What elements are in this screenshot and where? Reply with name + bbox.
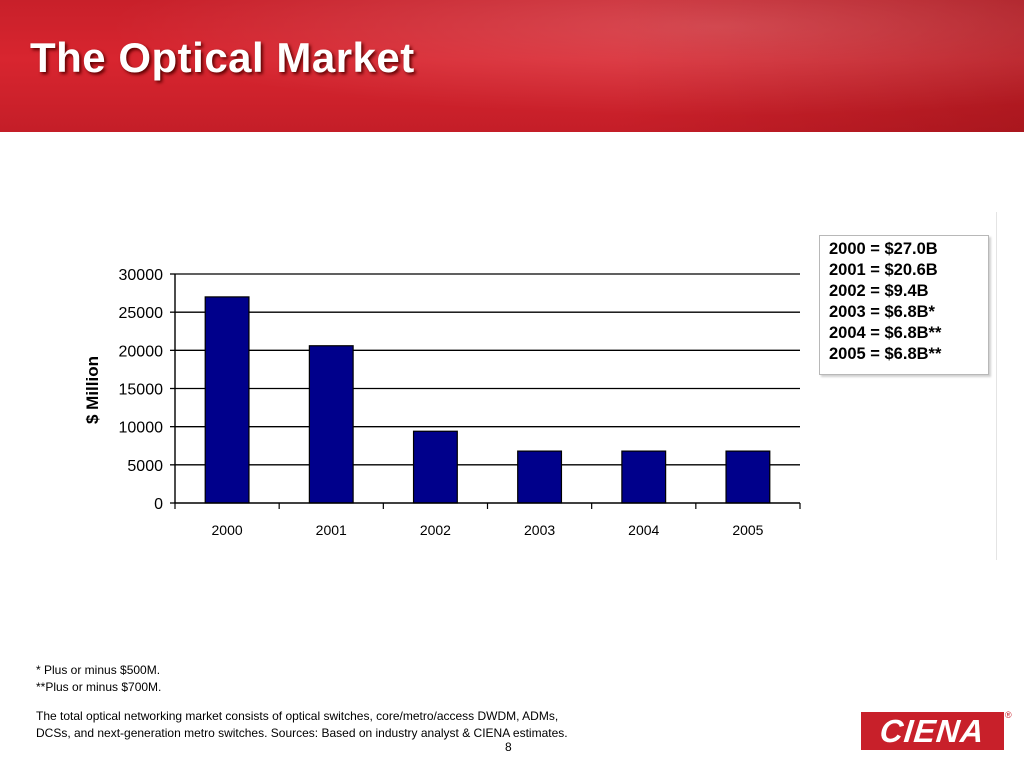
footnotes: * Plus or minus $500M. **Plus or minus $…	[36, 662, 656, 742]
legend-entry-2001: 2001 = $20.6B	[829, 261, 938, 279]
y-axis-label: $ Million	[83, 356, 102, 424]
legend-entry-2005: 2005 = $6.8B**	[829, 345, 942, 363]
y-tick-label: 25000	[119, 305, 164, 322]
y-tick-label: 30000	[119, 267, 164, 284]
y-tick-label: 5000	[127, 458, 163, 475]
footnote-2: **Plus or minus $700M.	[36, 680, 162, 694]
header-banner: The Optical Market	[0, 0, 1024, 132]
y-tick-label: 20000	[119, 343, 164, 360]
registered-mark: ®	[1005, 710, 1012, 720]
bar-2005	[725, 450, 771, 504]
x-tick-label: 2004	[628, 522, 659, 538]
legend-entry-2003: 2003 = $6.8B*	[829, 303, 935, 321]
legend-entry-2000: 2000 = $27.0B	[829, 240, 938, 258]
x-tick-label: 2001	[316, 522, 347, 538]
bar-2002	[412, 430, 458, 504]
chart-frame-edge	[996, 212, 997, 560]
description-line-2: DCSs, and next-generation metro switches…	[36, 726, 568, 740]
bar-2001	[308, 345, 354, 504]
y-tick-label: 10000	[119, 420, 164, 437]
values-legend-box: 2000 = $27.0B 2001 = $20.6B 2002 = $9.4B 20…	[819, 235, 989, 375]
bar-2003	[517, 450, 563, 504]
x-tick-label: 2002	[420, 522, 451, 538]
bar-2000	[204, 296, 250, 504]
legend-entry-2002: 2002 = $9.4B	[829, 282, 929, 300]
footnote-1: * Plus or minus $500M.	[36, 663, 161, 677]
x-tick-label: 2005	[732, 522, 763, 538]
page-title: The Optical Market	[30, 34, 415, 81]
y-tick-label: 0	[154, 496, 163, 513]
page-number: 8	[505, 740, 512, 754]
description-line-1: The total optical networking market cons…	[36, 709, 559, 723]
y-tick-label: 15000	[119, 382, 164, 399]
ciena-logo: CIENA	[861, 712, 1004, 750]
x-tick-label: 2003	[524, 522, 555, 538]
legend-entry-2004: 2004 = $6.8B**	[829, 324, 942, 342]
logo-text: CIENA	[878, 712, 987, 749]
x-tick-label: 2000	[212, 522, 243, 538]
bar-chart: 0 5000 10000 15000 20000 25000 30000 2000 2001 20…	[83, 267, 801, 538]
bar-2004	[621, 450, 667, 504]
